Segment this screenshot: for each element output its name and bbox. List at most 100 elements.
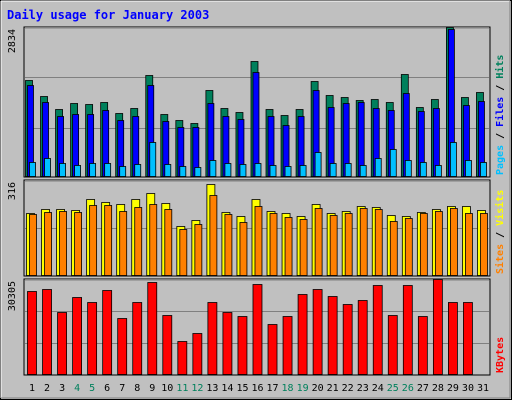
kbytes-panel-legend: KBytes: [495, 337, 506, 373]
kbytes-bar: [72, 297, 82, 375]
sites-bar: [344, 213, 353, 276]
sites-bar: [269, 213, 278, 276]
sites-bar: [434, 211, 443, 276]
sites-bar: [209, 195, 218, 276]
pages-bar: [480, 162, 487, 177]
x-tick-label: 29: [447, 383, 459, 394]
x-tick-label: 16: [251, 383, 263, 394]
x-tick-label: 18: [282, 383, 294, 394]
x-tick-label: 14: [221, 383, 233, 394]
sites-bar: [134, 207, 143, 276]
chart-title: Daily usage for January 2003: [7, 8, 209, 22]
pages-bar: [269, 165, 277, 177]
kbytes-bar: [27, 291, 37, 375]
x-tick-label: 12: [191, 383, 203, 394]
kbytes-bar: [102, 290, 113, 375]
x-axis-day-labels: 1 2 3 4 5 6 7 8 9 10 11 12 13 14 15 16 17 18 19 20 21 22 23 24 2…: [29, 383, 489, 394]
hits-panel-legend-separator: /: [495, 127, 506, 145]
x-tick-label: 7: [119, 383, 125, 394]
pages-bar: [104, 163, 112, 177]
sites-bar: [149, 204, 158, 276]
visits-panel-legend-visits: Visits: [494, 190, 506, 226]
kbytes-bar: [357, 300, 368, 375]
x-tick-label: 17: [267, 383, 279, 394]
sites-bar: [164, 209, 173, 276]
x-tick-label: 6: [104, 383, 110, 394]
kbytes-bar: [327, 296, 338, 375]
hits-panel-legend-separator: /: [495, 79, 506, 97]
kbytes-bar: [342, 304, 353, 375]
x-tick-label: 19: [297, 383, 309, 394]
kbytes-bar: [222, 312, 233, 375]
pages-bar: [254, 163, 262, 177]
sites-bar: [254, 206, 263, 276]
files-bar: [252, 72, 260, 177]
pages-bar: [149, 142, 157, 177]
hits-panel-legend-pages: Pages: [495, 145, 506, 175]
kbytes-bar: [312, 289, 323, 375]
x-tick-label: 11: [176, 383, 188, 394]
visits-panel-ymax-label: 316: [7, 182, 18, 200]
sites-bar: [179, 229, 188, 276]
pages-bar: [224, 163, 232, 177]
pages-bar: [419, 162, 427, 177]
x-tick-label: 25: [387, 383, 399, 394]
sites-bar: [29, 214, 37, 276]
x-tick-label: 1: [29, 383, 35, 394]
sites-bar: [389, 221, 398, 276]
kbytes-bar: [147, 282, 158, 375]
x-tick-label: 31: [477, 383, 489, 394]
x-tick-label: 4: [74, 383, 80, 394]
sites-bar: [314, 208, 323, 276]
pages-bar: [44, 158, 51, 177]
pages-bar: [299, 165, 307, 177]
x-tick-label: 28: [432, 383, 444, 394]
pages-bar: [29, 162, 36, 177]
kbytes-bar: [267, 324, 278, 375]
x-tick-label: 15: [236, 383, 248, 394]
visits-panel-legend-sites: Sites: [494, 244, 506, 274]
pages-bar: [179, 166, 187, 177]
kbytes-bar: [463, 302, 473, 375]
sites-bar: [104, 205, 113, 276]
sites-bar: [299, 219, 308, 276]
x-tick-label: 13: [206, 383, 218, 394]
x-tick-label: 2: [44, 383, 50, 394]
kbytes-bar: [402, 285, 413, 375]
sites-bar: [59, 211, 67, 276]
pages-bar: [359, 165, 367, 177]
kbytes-bar: [57, 312, 67, 375]
visits-panel-legend: Sites / Visits: [494, 190, 506, 274]
kbytes-bar: [117, 318, 128, 375]
x-tick-label: 20: [312, 383, 324, 394]
kbytes-bar: [237, 316, 248, 375]
x-tick-label: 24: [372, 383, 384, 394]
sites-bar: [224, 214, 233, 276]
kbytes-bar: [87, 302, 98, 375]
x-tick-label: 30: [462, 383, 474, 394]
pages-bar: [344, 163, 352, 177]
x-tick-label: 26: [402, 383, 414, 394]
pages-bar: [314, 152, 322, 177]
pages-bar: [164, 164, 172, 177]
sites-bar: [419, 213, 428, 276]
x-tick-label: 5: [89, 383, 95, 394]
kbytes-bar: [192, 333, 203, 375]
panel-kbytes: 30305 KBytes: [7, 278, 506, 376]
pages-bar: [134, 164, 142, 177]
pages-bar: [209, 160, 217, 177]
pages-bar: [389, 149, 397, 177]
x-tick-label: 9: [149, 383, 155, 394]
x-tick-label: 23: [357, 383, 369, 394]
x-tick-label: 27: [417, 383, 429, 394]
sites-bar: [374, 209, 383, 276]
kbytes-panel-legend-kbytes: KBytes: [495, 337, 506, 373]
pages-bar: [194, 167, 202, 177]
kbytes-bar: [387, 315, 398, 375]
x-tick-label: 10: [161, 383, 173, 394]
kbytes-bar: [432, 279, 443, 375]
kbytes-panel-ymax-label: 30305: [7, 281, 18, 311]
hits-panel-ymax-label: 2834: [7, 29, 18, 53]
sites-bar: [329, 215, 338, 276]
x-tick-label: 3: [59, 383, 65, 394]
